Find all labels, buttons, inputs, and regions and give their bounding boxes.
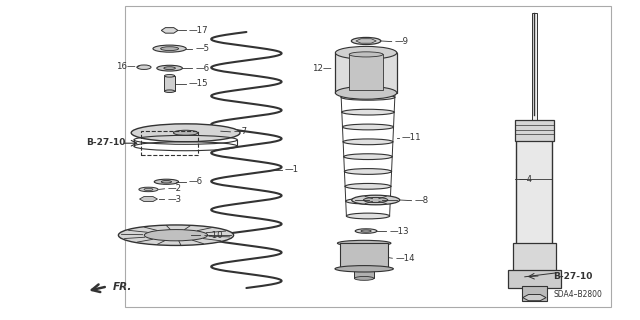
Bar (516, 122, 552, 250)
Text: 12—: 12— (312, 64, 332, 73)
Bar (125, 6, 611, 307)
Text: —15: —15 (189, 79, 209, 88)
Ellipse shape (164, 75, 175, 77)
Ellipse shape (345, 183, 391, 189)
Ellipse shape (161, 47, 179, 51)
Bar (513, 243, 556, 275)
Ellipse shape (361, 230, 371, 232)
Bar (335, 53, 397, 93)
Text: —17: —17 (189, 26, 209, 35)
Bar (340, 243, 388, 269)
Text: —1: —1 (285, 165, 299, 174)
Text: —6: —6 (189, 177, 203, 186)
Bar (515, 120, 554, 141)
Ellipse shape (153, 45, 186, 52)
Text: —9: —9 (395, 37, 409, 46)
Ellipse shape (137, 65, 151, 69)
Text: —14: —14 (396, 254, 415, 263)
Polygon shape (140, 196, 157, 202)
Text: —3: —3 (168, 195, 182, 204)
Polygon shape (161, 28, 178, 33)
Ellipse shape (157, 65, 182, 71)
Polygon shape (356, 39, 376, 43)
Ellipse shape (339, 50, 397, 56)
Text: —6: —6 (195, 64, 209, 73)
Text: —2: —2 (168, 184, 182, 193)
Ellipse shape (355, 229, 377, 233)
Ellipse shape (342, 124, 394, 130)
Bar (349, 54, 383, 90)
Text: 16—: 16— (116, 62, 136, 71)
Ellipse shape (335, 86, 397, 99)
Bar (532, 13, 537, 122)
Text: —4: —4 (518, 175, 532, 184)
Ellipse shape (164, 90, 175, 92)
Text: B-27-10: B-27-10 (86, 138, 125, 147)
Ellipse shape (337, 240, 391, 246)
Ellipse shape (144, 188, 153, 191)
Ellipse shape (335, 266, 394, 272)
Bar (522, 286, 547, 301)
Ellipse shape (173, 130, 198, 135)
Polygon shape (523, 294, 546, 301)
Ellipse shape (131, 124, 240, 142)
Ellipse shape (342, 109, 394, 115)
Ellipse shape (344, 169, 392, 174)
Ellipse shape (349, 52, 383, 57)
Text: —7: —7 (234, 127, 248, 136)
Ellipse shape (351, 37, 381, 44)
Text: —11: —11 (402, 133, 422, 142)
Ellipse shape (145, 229, 207, 241)
Ellipse shape (355, 276, 374, 280)
Ellipse shape (118, 225, 234, 245)
Ellipse shape (139, 187, 158, 192)
Text: —8: —8 (415, 196, 429, 205)
Ellipse shape (340, 65, 396, 70)
Text: —13: —13 (389, 227, 409, 236)
Text: FR.: FR. (113, 282, 132, 292)
Bar (141, 131, 198, 155)
Ellipse shape (161, 180, 172, 183)
Text: —5: —5 (195, 44, 209, 53)
Bar (355, 268, 374, 278)
Ellipse shape (154, 179, 179, 184)
Ellipse shape (346, 198, 390, 204)
Text: —10: —10 (204, 231, 223, 240)
Ellipse shape (346, 213, 390, 219)
Ellipse shape (352, 195, 399, 205)
Ellipse shape (341, 94, 395, 100)
Ellipse shape (364, 197, 388, 203)
Bar (508, 270, 561, 288)
Ellipse shape (359, 39, 373, 43)
Ellipse shape (343, 139, 393, 145)
Text: B-27-10: B-27-10 (554, 272, 593, 281)
Ellipse shape (335, 46, 397, 59)
Ellipse shape (340, 80, 396, 85)
Ellipse shape (164, 67, 175, 70)
Text: SDA4–B2800: SDA4–B2800 (554, 290, 602, 299)
Ellipse shape (344, 154, 392, 160)
Bar (164, 76, 175, 91)
